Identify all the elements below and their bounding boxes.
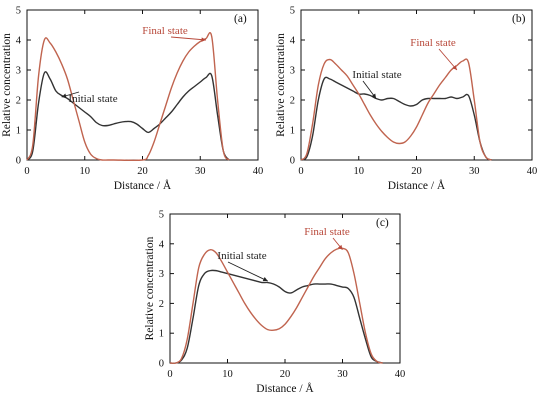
- annotation-arrowhead: [371, 93, 377, 99]
- annotation-arrow: [438, 48, 458, 71]
- annotation-final: Final state: [304, 226, 350, 238]
- x-tick-label: 30: [469, 166, 480, 177]
- annotation-arrow: [170, 36, 207, 41]
- annotation-initial: Initial state: [217, 250, 266, 262]
- x-axis-label: Distance / Å: [388, 178, 446, 192]
- series-line-initial: [300, 76, 492, 161]
- panel-label: (b): [512, 13, 526, 25]
- y-axis-label: Relative concentration: [1, 33, 13, 137]
- x-tick-label: 40: [395, 369, 406, 380]
- y-tick-label: 3: [159, 269, 164, 280]
- annotation-initial: Initial state: [68, 93, 117, 105]
- annotation-arrow: [227, 261, 268, 282]
- x-tick-label: 40: [253, 166, 264, 177]
- x-tick-label: 20: [137, 166, 148, 177]
- y-tick-label: 3: [290, 66, 295, 77]
- series-line-initial: [169, 269, 383, 364]
- y-tick-label: 5: [16, 6, 21, 17]
- panel-label: (c): [376, 217, 389, 229]
- x-tick-label: 30: [195, 166, 206, 177]
- y-tick-label: 1: [159, 329, 164, 340]
- x-tick-label: 0: [298, 166, 303, 177]
- y-tick-label: 4: [16, 36, 22, 47]
- x-tick-label: 10: [222, 369, 233, 380]
- x-tick-label: 10: [354, 166, 365, 177]
- y-tick-label: 4: [290, 36, 296, 47]
- annotation-final: Final state: [410, 37, 456, 49]
- y-axis-label: Relative concentration: [144, 236, 156, 340]
- x-tick-label: 20: [280, 369, 291, 380]
- plot-frame: [300, 9, 533, 161]
- x-axis-label: Distance / Å: [256, 381, 314, 395]
- annotation-arrowhead: [262, 277, 268, 282]
- x-tick-label: 0: [24, 166, 29, 177]
- x-tick-label: 30: [337, 369, 348, 380]
- y-tick-label: 2: [159, 299, 164, 310]
- series-line-initial: [26, 71, 230, 161]
- series-line-final: [169, 247, 383, 365]
- annotation-arrowhead: [452, 65, 457, 70]
- y-tick-label: 4: [159, 239, 165, 250]
- y-tick-label: 1: [16, 126, 21, 137]
- y-tick-label: 1: [290, 126, 295, 137]
- y-tick-label: 0: [290, 156, 295, 167]
- annotation-initial: Initial state: [352, 69, 401, 81]
- x-tick-label: 40: [527, 166, 538, 177]
- chart-panel-3: 0 10 20 30 40 0 1 2 3 4 5 Distance / Å Relative conc…: [144, 210, 405, 396]
- y-tick-label: 2: [290, 96, 295, 107]
- y-axis-label: Relative concentration: [275, 33, 287, 137]
- y-tick-label: 5: [290, 6, 295, 17]
- x-axis-label: Distance / Å: [114, 178, 172, 192]
- annotation-arrowhead: [61, 93, 67, 98]
- x-tick-label: 10: [80, 166, 91, 177]
- panel-label: (a): [234, 13, 247, 25]
- y-tick-label: 3: [16, 66, 21, 77]
- y-tick-label: 5: [159, 210, 164, 221]
- y-tick-label: 0: [16, 156, 21, 167]
- series-line-final: [26, 32, 230, 162]
- annotation-final: Final state: [142, 25, 188, 37]
- annotation-arrowhead: [201, 37, 207, 42]
- y-tick-label: 2: [16, 96, 21, 107]
- x-tick-label: 20: [411, 166, 422, 177]
- x-tick-label: 0: [167, 369, 172, 380]
- series-line-final: [300, 58, 492, 161]
- annotation-arrowhead: [337, 244, 343, 250]
- chart-panel-2: 0 10 20 30 40 0 1 2 3 4 5 Distance / Å Relative conc…: [275, 6, 537, 193]
- chart-panel-1: 0 10 20 30 40 0 1 2 3 4 5 Distance / Å Relative conc…: [1, 6, 263, 193]
- y-tick-label: 0: [159, 359, 164, 370]
